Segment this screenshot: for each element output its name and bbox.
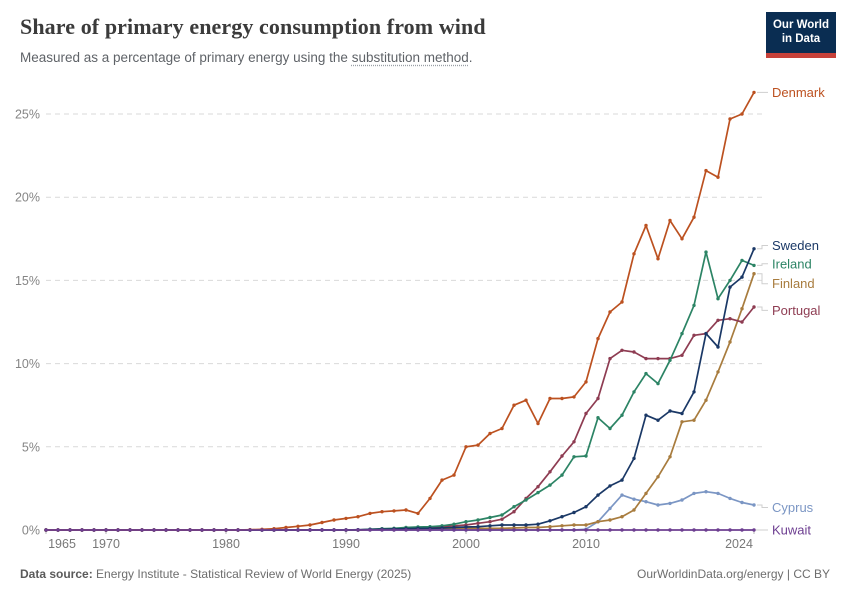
page-title: Share of primary energy consumption from… — [20, 14, 486, 39]
line-chart-canvas: 0% 5% 10% 15% 20% 25% 1965 1970 1980 1990 2000 2010… — [15, 85, 825, 551]
y-tick-label-15: 15% — [15, 274, 40, 288]
chart-footer: Data source: Energy Institute - Statisti… — [20, 567, 830, 581]
x-tick-label-2024: 2024 — [725, 537, 753, 551]
data-source: Data source: Energy Institute - Statisti… — [20, 567, 412, 581]
y-tick-label-25: 25% — [15, 108, 40, 122]
x-tick-label-1980: 1980 — [212, 537, 240, 551]
y-tick-label-20: 20% — [15, 191, 40, 205]
x-tick-label-1990: 1990 — [332, 537, 360, 551]
y-tick-label-5: 5% — [22, 440, 40, 454]
series-markers-portugal — [44, 305, 756, 532]
series-markers-kuwait — [44, 528, 756, 532]
series-label-kuwait[interactable]: Kuwait — [772, 523, 811, 538]
x-tick-label-2000: 2000 — [452, 537, 480, 551]
substitution-method-link[interactable]: substitution method — [351, 50, 469, 65]
series-label-finland[interactable]: Finland — [772, 276, 815, 291]
series-label-denmark[interactable]: Denmark — [772, 85, 825, 100]
owid-logo[interactable]: Our World in Data — [766, 12, 836, 58]
series-label-sweden[interactable]: Sweden — [772, 238, 819, 253]
series-line-denmark[interactable] — [46, 91, 755, 531]
series-label-cyprus[interactable]: Cyprus — [772, 500, 814, 515]
series-line-sweden[interactable] — [46, 248, 755, 531]
x-tick-label-2010: 2010 — [572, 537, 600, 551]
label-leader-ireland — [757, 263, 768, 266]
series-markers-denmark — [44, 90, 756, 532]
series-label-portugal[interactable]: Portugal — [772, 303, 821, 318]
x-tick-label-1965: 1965 — [48, 537, 76, 551]
series-line-portugal[interactable] — [46, 306, 755, 531]
credit-link[interactable]: OurWorldinData.org/energy | CC BY — [637, 567, 830, 581]
label-leader-cyprus — [757, 504, 768, 508]
label-leader-sweden — [757, 245, 768, 250]
x-tick-label-1970: 1970 — [92, 537, 120, 551]
series-line-finland[interactable] — [46, 273, 755, 531]
series-line-ireland[interactable] — [46, 251, 755, 531]
label-leader-finland — [757, 273, 768, 285]
chart-area: 0% 5% 10% 15% 20% 25% 1965 1970 1980 1990 2000 2010… — [0, 70, 850, 560]
y-tick-label-10: 10% — [15, 357, 40, 371]
page-subtitle: Measured as a percentage of primary ener… — [20, 50, 473, 65]
series-markers-finland — [44, 272, 756, 532]
subtitle-text: Measured as a percentage of primary ener… — [20, 50, 352, 65]
series-label-ireland[interactable]: Ireland — [772, 256, 812, 271]
y-tick-label-0: 0% — [22, 524, 40, 538]
label-leader-portugal — [757, 306, 768, 311]
